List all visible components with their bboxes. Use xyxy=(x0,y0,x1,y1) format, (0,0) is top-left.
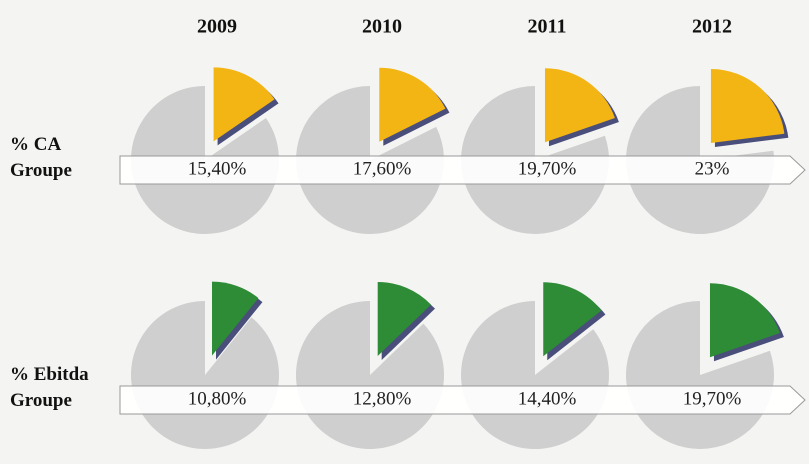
value-label: 14,40% xyxy=(518,388,577,409)
pie-remainder xyxy=(296,301,444,450)
value-label: 15,40% xyxy=(188,158,247,179)
pie-slice xyxy=(709,283,780,358)
year-label: 2012 xyxy=(692,16,732,38)
pie-remainder xyxy=(131,301,280,450)
value-label: 19,70% xyxy=(683,388,742,409)
pie-slice xyxy=(213,67,275,142)
year-label: 2010 xyxy=(362,16,402,38)
value-label: 17,60% xyxy=(353,158,412,179)
value-label: 10,80% xyxy=(188,388,247,409)
value-band xyxy=(119,385,806,415)
pie-remainder xyxy=(131,86,279,234)
pie-slice xyxy=(377,281,431,356)
pie-slice xyxy=(544,68,615,143)
pie-slice xyxy=(379,67,446,142)
row-label: % CA Groupe xyxy=(10,134,72,181)
pie-slice xyxy=(543,282,602,357)
year-label: 2009 xyxy=(197,16,237,38)
year-label: 2011 xyxy=(528,16,567,38)
pie-slice xyxy=(211,281,259,356)
value-label: 23% xyxy=(695,158,730,179)
value-label: 19,70% xyxy=(518,158,577,179)
value-band xyxy=(119,155,806,185)
value-label: 12,80% xyxy=(353,388,412,409)
pie-slice xyxy=(710,68,785,143)
row-label: % Ebitda Groupe xyxy=(10,364,89,411)
